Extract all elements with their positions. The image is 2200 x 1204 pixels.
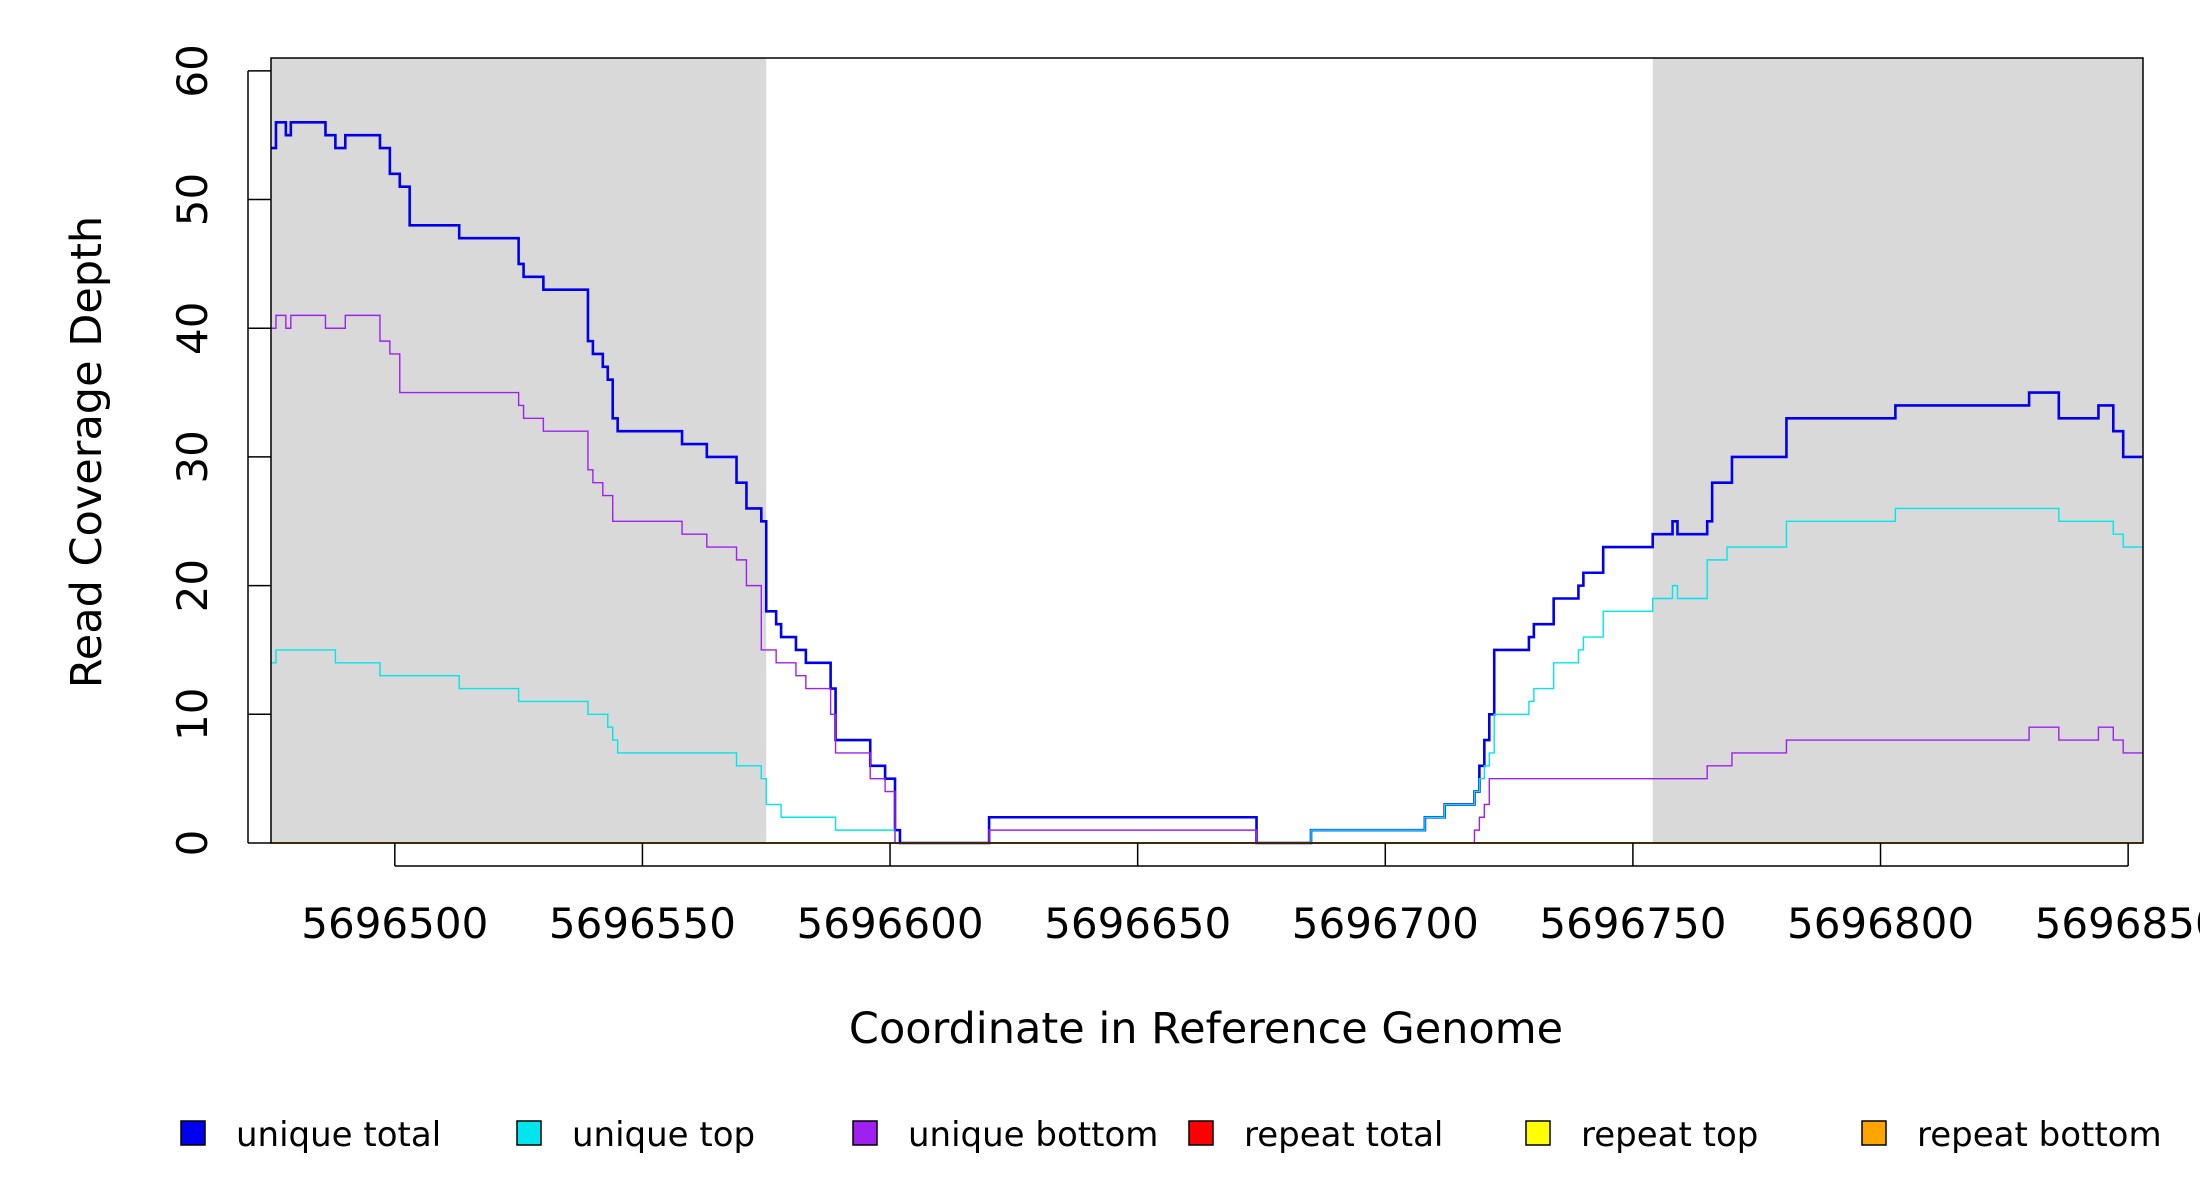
x-tick-label: 5696500 [301,899,488,948]
legend-item-label: unique total [236,1115,441,1155]
y-tick-label: 0 [168,830,217,857]
legend-item-label: unique top [572,1115,755,1155]
x-tick-label: 5696700 [1292,899,1479,948]
legend-swatch [1861,1120,1887,1146]
shaded-region-2 [1652,58,2143,843]
legend-item-label: repeat top [1581,1115,1758,1155]
y-tick-label: 30 [168,430,217,483]
y-tick-label: 50 [168,173,217,226]
series-line-unique-bottom [271,314,2143,844]
x-tick-label: 5696750 [1539,899,1726,948]
x-tick-label: 5696600 [797,899,984,948]
y-tick-label: 60 [168,44,217,97]
x-tick-label: 5696550 [549,899,736,948]
x-axis-label: Coordinate in Reference Genome [849,1004,1563,1054]
legend-swatch [1525,1120,1551,1146]
legend-swatch [180,1120,206,1146]
series-line-unique-top [271,507,2143,844]
legend-swatch [852,1120,878,1146]
y-axis-label: Read Coverage Depth [62,216,112,688]
x-tick-label: 5696850 [2035,899,2200,948]
y-tick-label: 40 [168,302,217,355]
legend-item-label: repeat bottom [1917,1115,2162,1155]
legend-swatch [1188,1120,1214,1146]
legend-item-label: unique bottom [908,1115,1158,1155]
legend-item-label: repeat total [1244,1115,1443,1155]
y-tick-label: 10 [168,688,217,741]
y-tick-label: 20 [168,559,217,612]
x-tick-label: 5696800 [1787,899,1974,948]
legend-swatch [516,1120,542,1146]
x-tick-label: 5696650 [1044,899,1231,948]
plot-frame [270,57,2144,844]
shaded-region-1 [271,58,767,843]
